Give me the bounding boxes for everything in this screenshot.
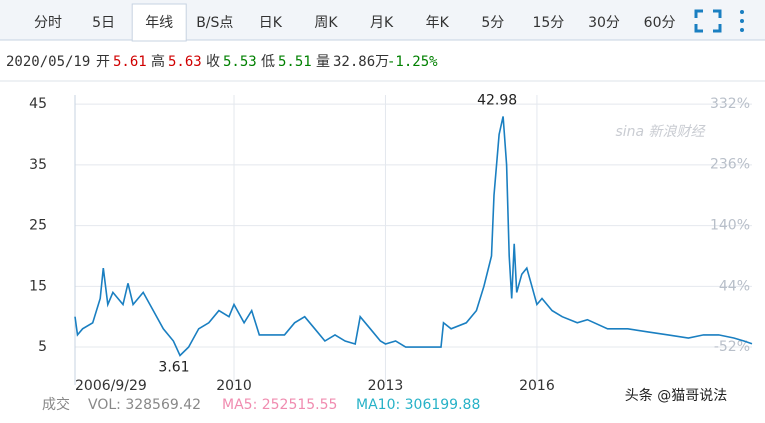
y2-tick-label: 236%	[710, 157, 750, 173]
tab[interactable]: 周K	[314, 15, 338, 31]
y2-tick-label: 140%	[710, 217, 750, 233]
change: -1.25%	[387, 54, 438, 70]
fullscreen-icon[interactable]	[694, 9, 722, 33]
y-tick-label: 15	[29, 278, 47, 294]
x-tick-label: 2006/9/29	[75, 378, 147, 394]
tab[interactable]: 年K	[426, 15, 450, 31]
tab[interactable]: 年线	[145, 15, 173, 31]
x-tick-label: 2010	[216, 378, 252, 394]
y2-tick-label: 332%	[710, 96, 750, 112]
y-tick-label: 45	[29, 96, 47, 112]
watermark: sina 新浪财经	[615, 124, 706, 140]
tab[interactable]: 30分	[588, 15, 620, 31]
info-label: 量	[316, 54, 330, 70]
tab[interactable]: 15分	[532, 15, 564, 31]
info-value: 5.63	[168, 54, 202, 70]
tab[interactable]: B/S点	[196, 15, 233, 31]
y-tick-label: 5	[38, 339, 47, 355]
tab[interactable]: 5日	[92, 15, 115, 31]
active-tab	[131, 3, 187, 42]
info-value: 5.51	[278, 54, 312, 70]
tab[interactable]: 5分	[481, 15, 504, 31]
date: 2020/05/19	[6, 54, 90, 70]
volume-text: 成交	[42, 396, 70, 413]
annotation: 3.61	[158, 360, 189, 376]
info-value: 5.61	[113, 54, 147, 70]
annotation: 42.98	[477, 92, 517, 108]
tab[interactable]: 日K	[259, 15, 283, 31]
tab[interactable]: 月K	[370, 15, 394, 31]
volume-text: VOL: 328569.42	[88, 397, 201, 413]
tab[interactable]: 分时	[34, 15, 62, 31]
info-label: 高	[151, 53, 165, 70]
y-tick-label: 35	[29, 157, 47, 173]
y-tick-label: 25	[29, 218, 47, 234]
y2-tick-label: -52%	[714, 339, 750, 355]
tab-bar	[0, 0, 765, 40]
x-tick-label: 2016	[519, 378, 555, 394]
tab[interactable]: 60分	[644, 15, 676, 31]
volume-text: MA5: 252515.55	[222, 397, 337, 413]
watermark: 头条 @猫哥说法	[625, 387, 727, 404]
info-label: 收	[206, 54, 220, 70]
menu-icon[interactable]	[740, 10, 744, 32]
price-line	[74, 116, 753, 357]
info-label: 开	[96, 54, 110, 70]
x-tick-label: 2013	[368, 378, 404, 394]
info-value: 5.53	[223, 54, 257, 70]
info-label: 低	[261, 54, 275, 70]
volume-text: MA10: 306199.88	[356, 397, 480, 413]
y2-tick-label: 44%	[719, 278, 750, 294]
info-value: 32.86万	[333, 54, 389, 70]
